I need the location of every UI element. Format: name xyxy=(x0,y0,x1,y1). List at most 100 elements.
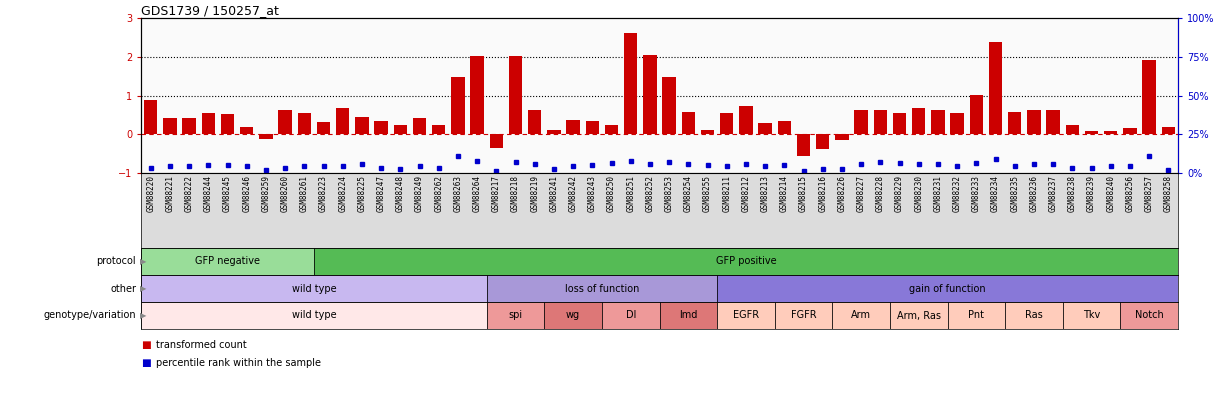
Text: GSM88235: GSM88235 xyxy=(1010,175,1020,212)
Bar xyxy=(314,248,1178,275)
Bar xyxy=(969,95,983,134)
Text: GSM88254: GSM88254 xyxy=(683,175,693,212)
Bar xyxy=(528,110,541,134)
Bar xyxy=(509,56,523,134)
Bar xyxy=(625,33,638,134)
Bar xyxy=(547,130,561,134)
Text: GSM88241: GSM88241 xyxy=(550,175,558,212)
Bar xyxy=(567,119,580,134)
Bar xyxy=(874,110,887,134)
Text: GSM88262: GSM88262 xyxy=(434,175,443,212)
Text: GSM88238: GSM88238 xyxy=(1067,175,1077,212)
Text: GSM88226: GSM88226 xyxy=(837,175,847,212)
Bar xyxy=(183,118,196,134)
Text: wg: wg xyxy=(566,311,580,320)
Text: GSM88223: GSM88223 xyxy=(319,175,328,212)
Bar xyxy=(947,302,1005,329)
Text: GSM88240: GSM88240 xyxy=(1107,175,1115,212)
Bar xyxy=(717,302,774,329)
Text: ▶: ▶ xyxy=(140,311,146,320)
Bar xyxy=(816,134,829,149)
Text: Dl: Dl xyxy=(626,311,636,320)
Text: GSM88263: GSM88263 xyxy=(454,175,463,212)
Text: GSM88260: GSM88260 xyxy=(281,175,290,212)
Text: GSM88258: GSM88258 xyxy=(1164,175,1173,212)
Bar xyxy=(1104,131,1118,134)
Bar xyxy=(141,302,487,329)
Bar xyxy=(394,125,407,134)
Bar xyxy=(989,42,1002,134)
Text: GSM88215: GSM88215 xyxy=(799,175,809,212)
Text: GSM88217: GSM88217 xyxy=(492,175,501,212)
Text: ▶: ▶ xyxy=(140,284,146,293)
Bar xyxy=(659,302,717,329)
Text: GSM88221: GSM88221 xyxy=(166,175,174,212)
Bar xyxy=(758,124,772,134)
Bar xyxy=(1009,112,1021,134)
Bar xyxy=(739,107,752,134)
Bar xyxy=(1162,127,1175,134)
Text: Ras: Ras xyxy=(1025,311,1043,320)
Bar xyxy=(796,134,810,156)
Bar xyxy=(144,100,157,134)
Bar xyxy=(141,275,487,302)
Text: protocol: protocol xyxy=(97,256,136,266)
Text: GSM88220: GSM88220 xyxy=(146,175,155,212)
Text: GSM88248: GSM88248 xyxy=(396,175,405,212)
Bar xyxy=(912,108,925,134)
Bar xyxy=(1123,128,1136,134)
Text: GSM88227: GSM88227 xyxy=(856,175,865,212)
Bar xyxy=(1005,302,1063,329)
Text: GSM88229: GSM88229 xyxy=(894,175,904,212)
Bar xyxy=(432,125,445,134)
Bar xyxy=(240,127,254,134)
Text: GSM88219: GSM88219 xyxy=(530,175,539,212)
Bar xyxy=(602,302,659,329)
Bar xyxy=(774,302,832,329)
Bar xyxy=(487,302,545,329)
Bar xyxy=(1065,125,1079,134)
Bar xyxy=(1085,131,1098,134)
Text: GSM88251: GSM88251 xyxy=(626,175,636,212)
Text: GSM88247: GSM88247 xyxy=(377,175,385,212)
Bar xyxy=(1063,302,1120,329)
Text: GSM88222: GSM88222 xyxy=(184,175,194,212)
Bar xyxy=(890,302,947,329)
Text: GSM88225: GSM88225 xyxy=(357,175,367,212)
Text: FGFR: FGFR xyxy=(790,311,816,320)
Bar xyxy=(141,248,314,275)
Bar xyxy=(452,77,465,134)
Text: GSM88212: GSM88212 xyxy=(741,175,751,212)
Text: percentile rank within the sample: percentile rank within the sample xyxy=(156,358,320,369)
Bar xyxy=(585,121,599,134)
Text: Pnt: Pnt xyxy=(968,311,984,320)
Text: GSM88213: GSM88213 xyxy=(761,175,769,212)
Text: GSM88264: GSM88264 xyxy=(472,175,482,212)
Text: wild type: wild type xyxy=(292,311,336,320)
Text: genotype/variation: genotype/variation xyxy=(44,311,136,320)
Bar xyxy=(201,113,215,134)
Bar xyxy=(298,113,310,134)
Text: GSM88230: GSM88230 xyxy=(914,175,923,212)
Bar xyxy=(487,275,717,302)
Text: gain of function: gain of function xyxy=(909,284,985,294)
Bar xyxy=(701,130,714,134)
Text: GSM88246: GSM88246 xyxy=(242,175,252,212)
Text: GSM88259: GSM88259 xyxy=(261,175,270,212)
Text: GSM88242: GSM88242 xyxy=(568,175,578,212)
Bar xyxy=(951,113,964,134)
Text: GSM88244: GSM88244 xyxy=(204,175,212,212)
Bar xyxy=(643,55,656,134)
Text: GSM88211: GSM88211 xyxy=(723,175,731,212)
Bar xyxy=(778,121,791,134)
Text: GSM88214: GSM88214 xyxy=(780,175,789,212)
Text: GSM88216: GSM88216 xyxy=(818,175,827,212)
Bar xyxy=(832,302,890,329)
Bar xyxy=(836,134,849,140)
Bar xyxy=(605,125,618,134)
Bar xyxy=(490,134,503,148)
Text: GSM88218: GSM88218 xyxy=(510,175,520,212)
Text: GSM88250: GSM88250 xyxy=(607,175,616,212)
Bar xyxy=(470,56,483,134)
Text: ▶: ▶ xyxy=(140,257,146,266)
